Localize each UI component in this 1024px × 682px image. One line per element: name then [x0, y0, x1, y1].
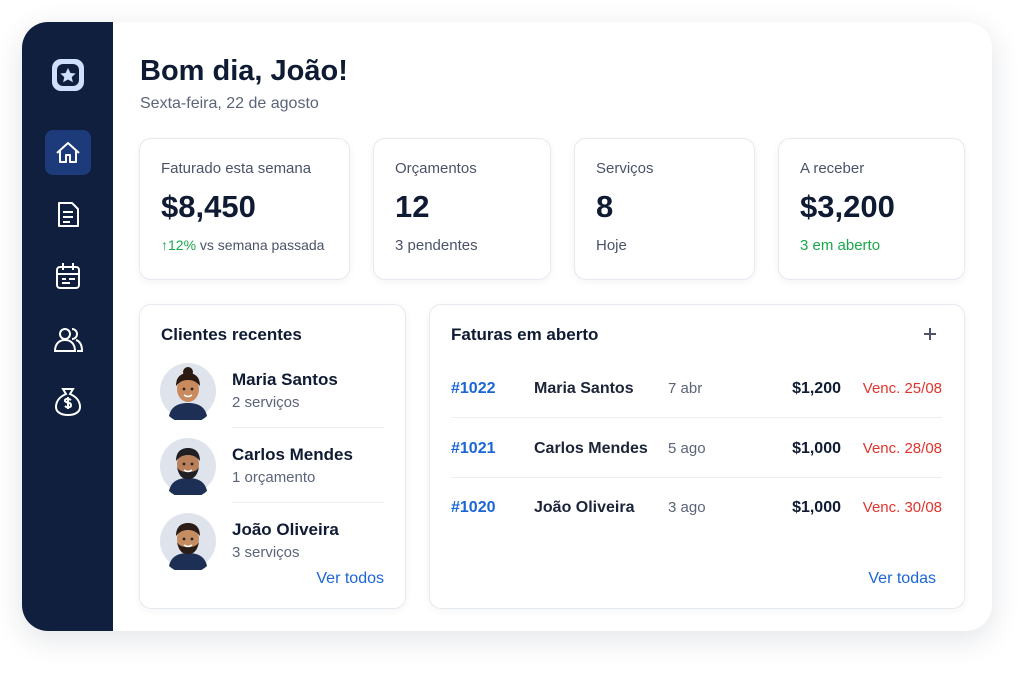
invoices-card: Faturas em aberto Ver todas #1022 Maria S… [429, 304, 965, 609]
link[interactable]: Ver todos [316, 570, 384, 587]
add-button[interactable] [922, 326, 938, 342]
separator [451, 417, 942, 418]
client-detail: 1 orçamento [232, 469, 316, 486]
stat-label: Faturado esta semana [161, 160, 312, 177]
stat-note: 3 pendentes [395, 237, 478, 254]
invoice-due: Venc. 30/08 [862, 499, 942, 516]
nav-home[interactable] [45, 130, 91, 175]
stat-card: Serviços 8 Hoje [574, 138, 755, 280]
stat-note: Hoje [596, 237, 627, 254]
invoice-id: #1022 [451, 380, 496, 397]
sidebar-icons [45, 59, 91, 417]
avatar [160, 438, 216, 495]
clients-card: Clientes recentes Ver todos Maria Santos… [139, 304, 406, 609]
stat-note-text: vs semana passada [199, 237, 325, 253]
sidebar [22, 22, 113, 631]
separator [232, 502, 384, 503]
client-detail: 3 serviços [232, 544, 300, 561]
invoice-client: Carlos Mendes [534, 439, 648, 457]
stat-change: ↑12% [161, 237, 197, 253]
client-name: Carlos Mendes [232, 445, 353, 464]
stat-note: ↑12% vs semana passada [161, 237, 324, 253]
separator [451, 476, 942, 478]
client-name: João Oliveira [232, 520, 339, 539]
invoice-amount: $1,000 [792, 439, 841, 457]
invoice-id: #1020 [451, 499, 496, 516]
stat-label: A receber [800, 160, 865, 177]
stat-card: Faturado esta semana $8,450 ↑12% vs sema… [139, 138, 350, 280]
invoice-due: Venc. 28/08 [862, 439, 942, 457]
avatar [160, 363, 216, 420]
card-title: Clientes recentes [161, 325, 302, 344]
invoice-date: 5 ago [668, 439, 706, 457]
stat-label: Orçamentos [395, 160, 477, 177]
invoice-due: Venc. 25/08 [862, 380, 942, 397]
client-detail: 2 serviços [232, 394, 300, 411]
nav-clients[interactable] [53, 328, 84, 352]
separator [232, 427, 384, 428]
invoice-date: 3 ago [668, 499, 706, 516]
invoice-amount: $1,000 [792, 499, 841, 516]
invoice-client: Maria Santos [534, 380, 634, 397]
stat-value: $8,450 [161, 189, 256, 224]
stat-value: 12 [395, 189, 430, 224]
greeting: Bom dia, João! [140, 55, 348, 87]
stat-value: 8 [596, 189, 614, 224]
nav-finance[interactable] [54, 388, 82, 417]
link[interactable]: Ver todas [868, 570, 936, 587]
nav-calendar[interactable] [56, 263, 80, 289]
stat-card: Orçamentos 12 3 pendentes [373, 138, 551, 280]
date: Sexta-feira, 22 de agosto [140, 95, 319, 112]
client-name: Maria Santos [232, 370, 338, 389]
invoice-amount: $1,200 [792, 380, 841, 397]
nav-documents[interactable] [58, 202, 79, 227]
avatar [160, 513, 216, 570]
stat-note: 3 em aberto [800, 237, 881, 254]
invoice-date: 7 abr [668, 380, 703, 397]
stat-card: A receber $3,200 3 em aberto [778, 138, 965, 280]
invoice-id: #1021 [451, 439, 496, 457]
card-title: Faturas em aberto [451, 325, 599, 344]
stat-label: Serviços [596, 160, 654, 177]
invoice-client: João Oliveira [534, 499, 635, 516]
stat-value: $3,200 [800, 189, 895, 224]
